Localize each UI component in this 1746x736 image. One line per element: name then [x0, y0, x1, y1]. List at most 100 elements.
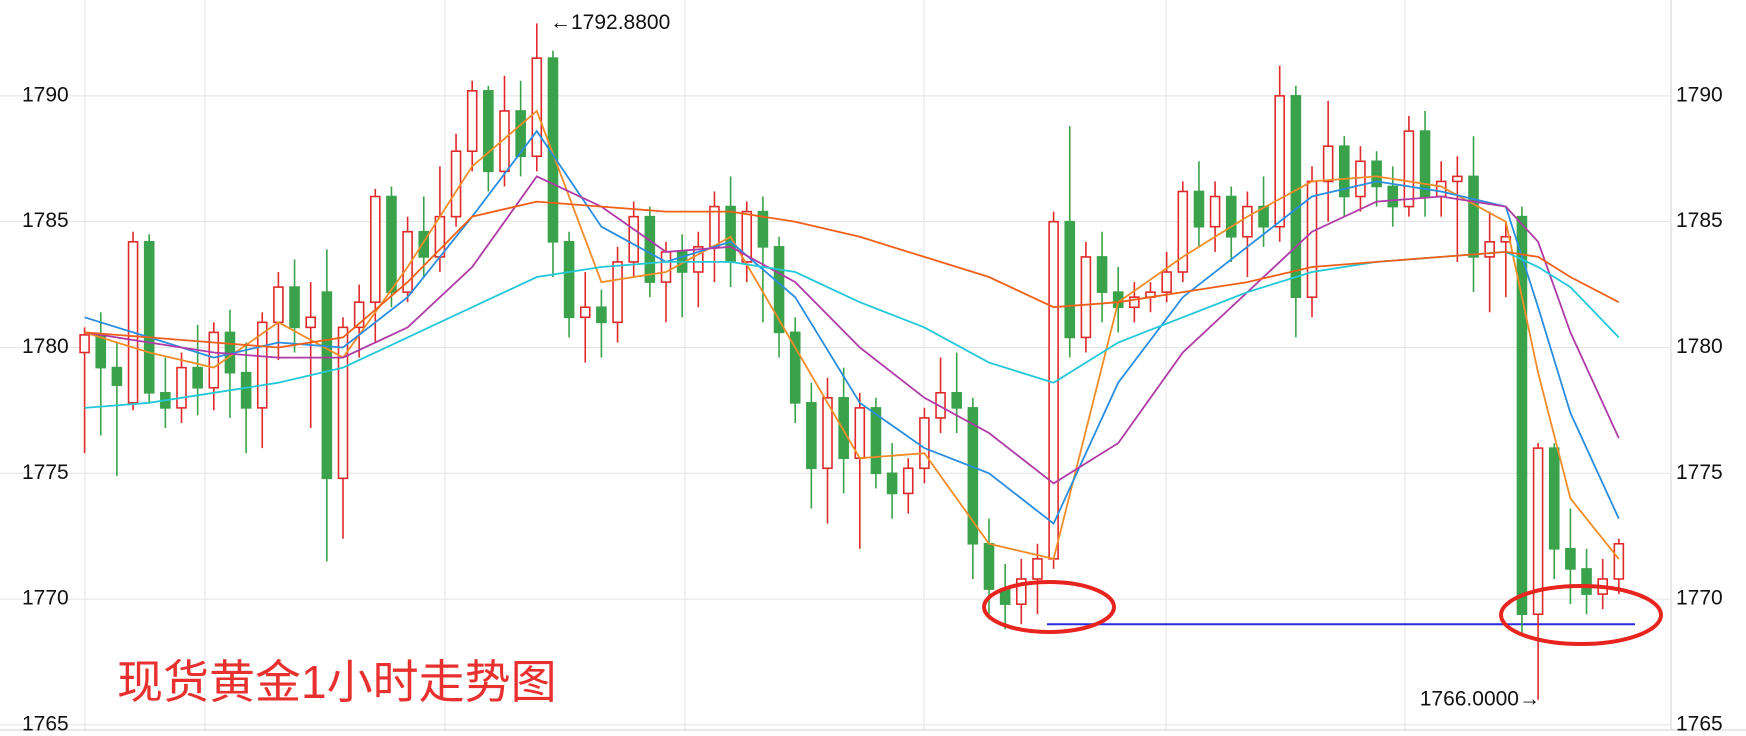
candle-body — [1161, 271, 1172, 293]
candle-body — [822, 397, 833, 470]
candle-body — [660, 251, 672, 283]
moving-average — [84, 129, 1620, 526]
y2-tick-label: 1775 — [1676, 461, 1723, 484]
highlight-ellipse — [1499, 584, 1663, 646]
candle-body — [757, 210, 769, 248]
y-tick-label: 1765 — [22, 712, 69, 735]
candle-body — [935, 391, 946, 419]
candle-body — [919, 417, 930, 470]
candle-body — [1290, 95, 1302, 298]
candle-body — [838, 397, 849, 460]
candle-body — [1419, 130, 1431, 198]
highlight-ellipse — [982, 580, 1116, 634]
candle-body — [483, 90, 494, 173]
y2-tick-label: 1770 — [1676, 587, 1723, 610]
candle-body — [1209, 195, 1221, 228]
candle-body — [563, 241, 575, 319]
candle-body — [111, 366, 123, 387]
annotation: ←1792.8800 — [550, 11, 670, 34]
candle-body — [402, 230, 413, 293]
candle-body — [208, 331, 220, 389]
candle-body — [95, 334, 107, 369]
moving-average — [84, 175, 1620, 485]
y-tick-label: 1780 — [22, 335, 69, 358]
candle-body — [902, 467, 914, 495]
moving-average — [84, 250, 1620, 409]
candle-body — [515, 110, 526, 158]
candle-body — [1355, 160, 1366, 198]
candle-body — [1613, 542, 1625, 580]
candle-body — [127, 241, 139, 404]
candle-body — [499, 110, 510, 173]
candle-body — [725, 205, 736, 263]
candle-body — [854, 407, 866, 460]
candle-body — [1484, 241, 1495, 258]
moving-average — [84, 109, 1620, 560]
candle-body — [886, 472, 898, 495]
candle-body — [1258, 205, 1269, 228]
candle-body — [789, 331, 801, 404]
candle-body — [1581, 568, 1592, 595]
candle-body — [1032, 558, 1043, 580]
candle-body — [1532, 447, 1544, 616]
candle-body — [1403, 130, 1415, 208]
candle-body — [369, 195, 381, 304]
candle-body — [773, 246, 785, 334]
candle-body — [806, 402, 817, 470]
candle-body — [644, 215, 656, 283]
candle-body — [612, 261, 623, 324]
y-tick-label: 1775 — [22, 461, 69, 484]
moving-average — [84, 200, 1620, 349]
candle-body — [741, 210, 753, 263]
candle-body — [1371, 160, 1382, 188]
candle-body — [337, 326, 349, 480]
candle-body — [1548, 447, 1560, 550]
candle-body — [1339, 145, 1350, 198]
y2-tick-label: 1785 — [1676, 209, 1723, 232]
y2-tick-label: 1765 — [1676, 712, 1723, 735]
candle-body — [386, 195, 397, 293]
candle-body — [273, 286, 284, 324]
candle-body — [192, 366, 203, 389]
candle-body — [547, 57, 559, 243]
candle-body — [450, 150, 462, 218]
candle-body — [143, 241, 155, 394]
candle-body — [1048, 220, 1059, 560]
candle-body — [1322, 145, 1334, 183]
candle-body — [531, 57, 543, 158]
candle-body — [1516, 215, 1528, 616]
candle-body — [1129, 296, 1140, 309]
candle-body — [983, 542, 995, 590]
candle-body — [870, 407, 882, 475]
candle-body — [951, 391, 963, 409]
candle-body — [256, 321, 268, 409]
candle-body — [79, 334, 90, 354]
candle-body — [1565, 547, 1576, 570]
candle-body — [1015, 578, 1027, 605]
candle-body — [628, 215, 640, 263]
candle-body — [1452, 175, 1463, 183]
candle-body — [709, 205, 720, 248]
y-tick-label: 1785 — [22, 209, 69, 232]
candle-body — [1096, 256, 1108, 293]
candle-body — [1274, 95, 1285, 228]
candle-body — [1064, 220, 1076, 339]
candle-body — [305, 316, 317, 329]
candle-body — [466, 90, 478, 153]
candle-body — [967, 407, 979, 545]
candle-body — [289, 286, 300, 329]
candle-body — [1468, 175, 1479, 258]
candle-body — [596, 306, 607, 324]
y2-tick-label: 1790 — [1676, 83, 1723, 106]
chart-title: 现货黄金1小时走势图 — [117, 656, 557, 708]
candle-body — [176, 366, 187, 409]
candle-body — [1193, 190, 1205, 228]
candle-body — [321, 291, 333, 480]
candle-body — [1387, 185, 1399, 208]
y-tick-label: 1770 — [22, 587, 69, 610]
y2-tick-label: 1780 — [1676, 335, 1723, 358]
candle-body — [1225, 195, 1237, 238]
candle-body — [692, 246, 704, 273]
